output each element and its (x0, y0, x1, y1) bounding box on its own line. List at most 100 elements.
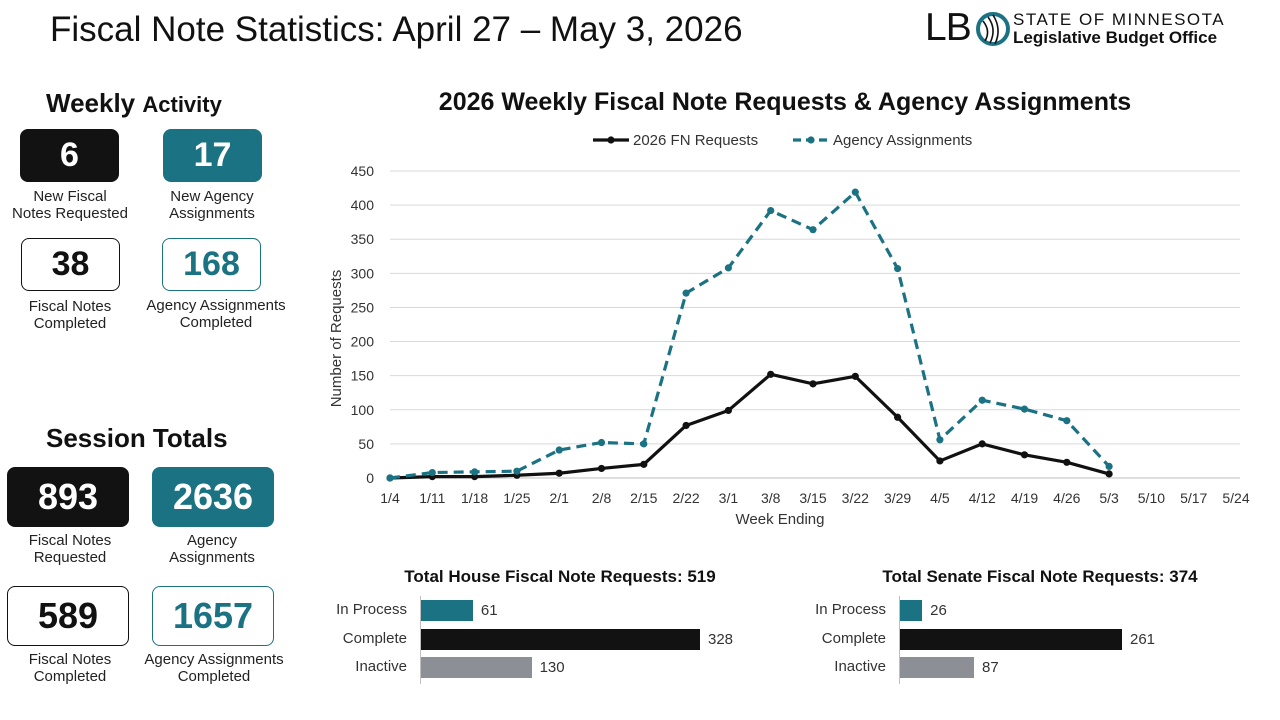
label-line: Completed (179, 314, 253, 331)
session-assignments-label: Agency Assignments (142, 532, 282, 566)
senate-value-label: 261 (1130, 631, 1156, 648)
label-line: Requested (33, 549, 107, 566)
label-line: Notes Requested (12, 205, 128, 222)
line-chart-title: 2026 Weekly Fiscal Note Requests & Agenc… (438, 88, 1132, 116)
agency-assignments-point (978, 396, 986, 404)
logo-mark: LB (925, 6, 972, 49)
session-assignments-completed-tile: 1657 (152, 586, 274, 646)
senate-bar (900, 629, 1122, 650)
x-axis-title: Week Ending (736, 511, 825, 528)
label-line: New Agency (170, 188, 254, 205)
y-axis-title: Number of Requests (328, 270, 345, 408)
y-tick-label: 300 (351, 265, 375, 281)
y-tick-label: 50 (358, 436, 374, 452)
legend-marker-fn-requests (607, 136, 615, 144)
fn-requests-point (555, 469, 563, 477)
agency-assignments-point (809, 226, 817, 234)
y-tick-label: 150 (351, 368, 375, 384)
lbo-logo: LB STATE OF MINNESOTA Legislative Budget… (925, 8, 1255, 50)
agency-assignments-point (555, 446, 563, 454)
house-category-label: Complete (342, 630, 407, 647)
legend-label-agency-assignments: Agency Assignments (833, 132, 972, 149)
senate-value-label: 26 (930, 602, 947, 619)
label-line: Assignments (169, 205, 255, 222)
x-tick-label: 2/15 (630, 490, 657, 506)
x-tick-label: 3/8 (761, 490, 781, 506)
agency-assignments-point (1020, 405, 1029, 413)
house-category-label: Inactive (355, 658, 407, 675)
x-tick-label: 2/1 (549, 490, 569, 506)
y-tick-label: 100 (351, 402, 375, 418)
x-tick-label: 4/26 (1053, 490, 1080, 506)
senate-category-label: Complete (821, 630, 886, 647)
label-line: Completed (33, 315, 107, 332)
agency-assignments-point (471, 468, 479, 476)
agency-assignments-point (513, 467, 521, 475)
label-line: Fiscal Notes (28, 532, 112, 549)
x-tick-label: 5/24 (1222, 490, 1249, 506)
weekly-new-requests-label: New Fiscal Notes Requested (0, 188, 140, 222)
x-tick-label: 4/12 (969, 490, 996, 506)
house-value-label: 61 (480, 602, 498, 619)
x-tick-label: 3/1 (719, 490, 739, 506)
weekly-assignments-completed-label: Agency Assignments Completed (136, 297, 296, 331)
house-value-label: 328 (708, 631, 734, 648)
fn-requests-point (978, 440, 986, 448)
x-tick-label: 1/4 (380, 490, 400, 506)
label-line: Agency (186, 532, 238, 549)
x-tick-label: 5/10 (1138, 490, 1165, 506)
y-tick-label: 200 (351, 334, 375, 350)
house-category-label: In Process (336, 601, 407, 618)
weekly-new-requests-tile: 6 (20, 129, 119, 182)
x-tick-label: 2/8 (592, 490, 612, 506)
house-bar-title: Total House Fiscal Note Requests: 519 (404, 567, 716, 586)
agency-assignments-point (724, 264, 733, 272)
house-bar (421, 600, 473, 621)
weekly-notes-completed-tile: 38 (21, 238, 120, 291)
y-tick-label: 400 (351, 197, 375, 213)
x-tick-label: 3/22 (842, 490, 869, 506)
x-tick-label: 5/17 (1180, 490, 1207, 506)
x-tick-label: 2/22 (672, 490, 699, 506)
agency-assignments-point (851, 188, 859, 196)
fn-requests-point (1063, 458, 1071, 466)
x-tick-label: 3/15 (799, 490, 826, 506)
fn-requests-point (936, 457, 944, 465)
weekly-title-big: Weekly (46, 88, 136, 118)
agency-assignments-point (386, 474, 394, 482)
y-tick-label: 450 (351, 163, 375, 179)
legend-label-fn-requests: 2026 FN Requests (633, 132, 758, 149)
senate-category-label: In Process (815, 601, 886, 618)
session-totals-title: Session Totals (46, 423, 228, 453)
page-title: Fiscal Note Statistics: April 27 – May 3… (50, 10, 743, 49)
y-tick-label: 250 (351, 299, 375, 315)
agency-assignments-point (1105, 462, 1113, 471)
senate-category-label: Inactive (834, 658, 886, 675)
agency-assignments-point (428, 468, 436, 477)
legend-marker-agency-assignments (807, 136, 815, 144)
label-line: Agency Assignments (146, 297, 286, 314)
session-requested-label: Fiscal Notes Requested (0, 532, 140, 566)
x-tick-label: 1/25 (503, 490, 530, 506)
senate-bar (900, 600, 923, 621)
y-tick-label: 350 (351, 231, 375, 247)
session-requested-tile: 893 (7, 467, 129, 527)
fn-requests-point (1020, 451, 1029, 459)
fn-requests-point (640, 460, 648, 468)
agency-assignments-point (1063, 417, 1071, 425)
logo-line1: STATE OF MINNESOTA (1013, 10, 1226, 29)
senate-bar-title: Total Senate Fiscal Note Requests: 374 (882, 567, 1198, 586)
label-line: Fiscal Notes (28, 651, 112, 668)
fn-requests-point (724, 406, 733, 415)
fn-requests-point (894, 413, 902, 421)
fn-requests-point (809, 380, 817, 388)
house-bar (421, 657, 532, 678)
x-tick-label: 1/11 (419, 490, 445, 506)
label-line: Fiscal Notes (28, 298, 112, 315)
fn-requests-point (767, 370, 775, 378)
label-line: Agency Assignments (144, 651, 284, 668)
session-assignments-completed-label: Agency Assignments Completed (134, 651, 294, 685)
agency-assignments-point (640, 440, 648, 448)
house-bar (421, 629, 700, 650)
logo-o-icon (976, 12, 1010, 46)
